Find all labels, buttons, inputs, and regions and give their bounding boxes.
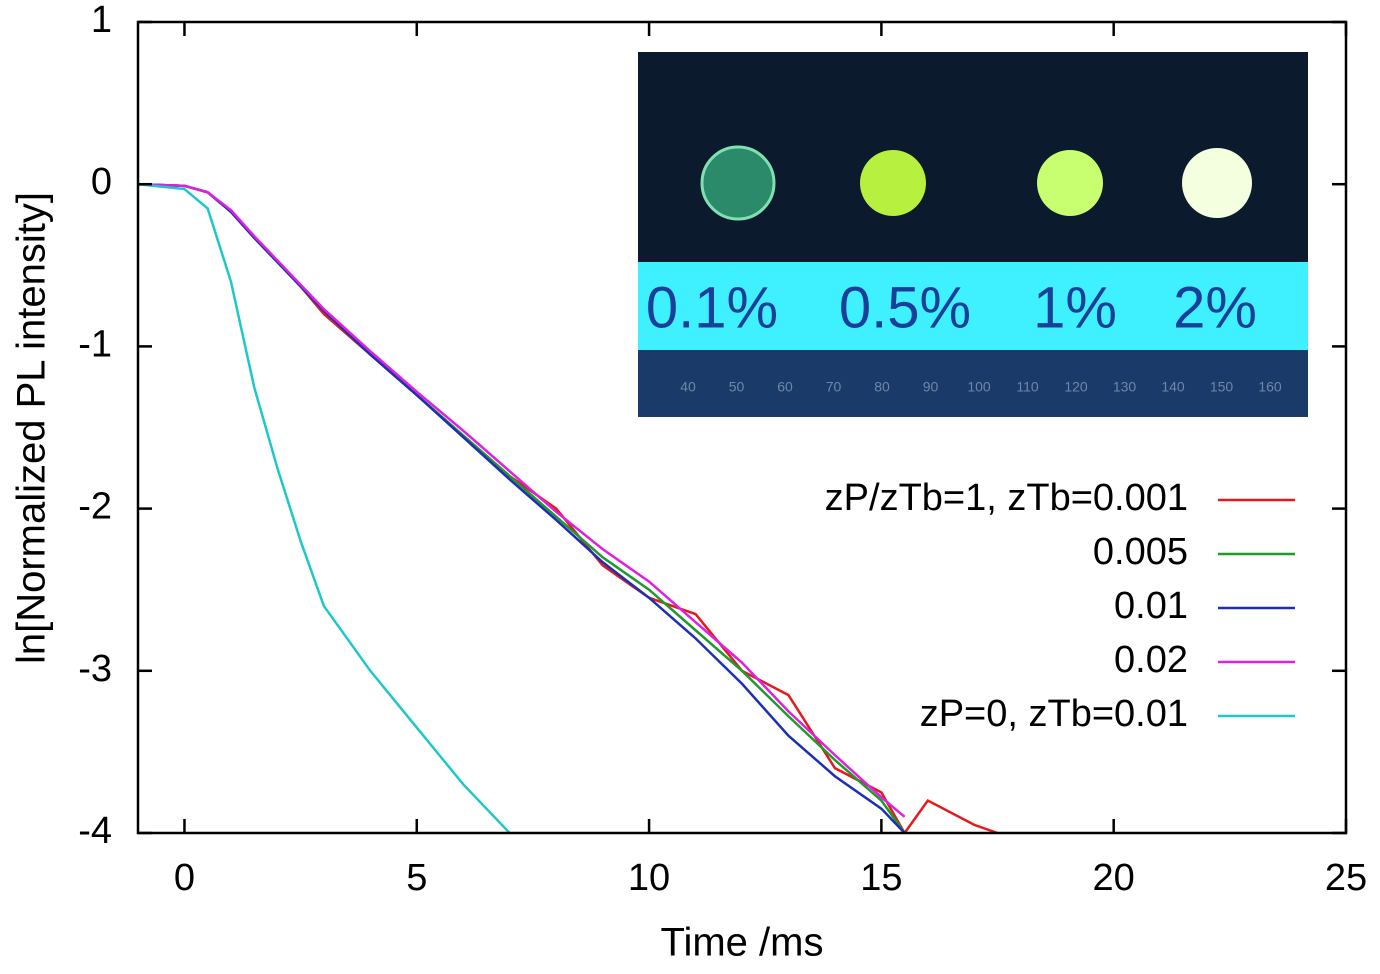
ruler-number: 90 <box>923 379 939 395</box>
ruler-number: 70 <box>826 379 842 395</box>
x-tick-label: 0 <box>174 857 195 899</box>
ruler-number: 120 <box>1064 379 1088 395</box>
x-tick-label: 10 <box>628 857 670 899</box>
series-line <box>138 182 906 818</box>
inset-label: 1% <box>1033 275 1117 340</box>
x-tick-label: 15 <box>860 857 902 899</box>
legend-label: 0.01 <box>1114 585 1188 627</box>
legend-label: zP=0, zTb=0.01 <box>920 693 1188 735</box>
inset-photo: 0.1% 0.5% 1% 2% 40 50 60 70 80 90 100 110 120 130 140 1… <box>638 52 1308 417</box>
legend-label: zP/zTb=1, zTb=0.001 <box>825 477 1188 519</box>
inset-label: 0.1% <box>646 275 778 340</box>
plot-frame <box>136 20 1348 835</box>
legend-label: 0.02 <box>1114 639 1188 681</box>
ruler-number: 160 <box>1258 379 1282 395</box>
x-tick-label: 5 <box>406 857 427 899</box>
ruler-number: 130 <box>1113 379 1137 395</box>
y-tick-label: 0 <box>91 161 112 203</box>
ruler-number: 150 <box>1210 379 1234 395</box>
series-line <box>138 182 511 833</box>
ruler-number: 60 <box>777 379 793 395</box>
ruler-number: 140 <box>1161 379 1185 395</box>
x-tick-label: 20 <box>1093 857 1135 899</box>
legend-label: 0.005 <box>1093 531 1188 573</box>
x-tick-label: 25 <box>1325 857 1367 899</box>
y-tick-label: -1 <box>78 323 112 365</box>
inset-label: 0.5% <box>839 275 971 340</box>
x-axis-label: Time /ms <box>661 921 824 965</box>
y-tick-label: -3 <box>78 648 112 690</box>
ruler-number: 100 <box>967 379 991 395</box>
ruler-number: 80 <box>874 379 890 395</box>
ruler-number: 110 <box>1016 379 1039 395</box>
y-tick-label: -2 <box>78 486 112 528</box>
y-tick-label: -4 <box>78 810 112 852</box>
ruler-number: 50 <box>729 379 745 395</box>
ruler-number: 40 <box>680 379 696 395</box>
inset-label: 2% <box>1173 275 1257 340</box>
y-tick-label: 1 <box>91 0 112 41</box>
y-axis-label: ln[Normalized PL intensity] <box>10 192 54 664</box>
